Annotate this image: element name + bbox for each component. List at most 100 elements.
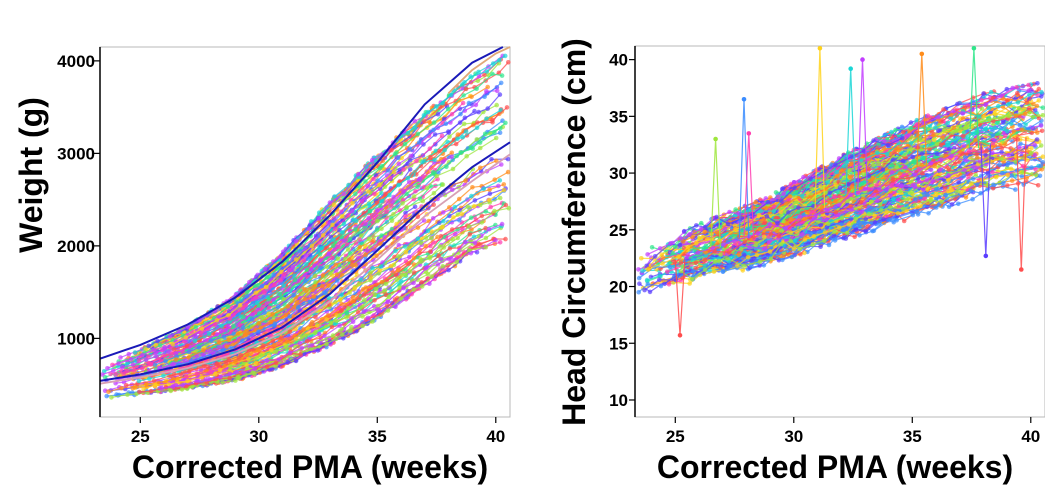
trajectory-point [430,216,436,221]
trajectory-point [407,254,412,260]
trajectory-point [956,180,961,185]
trajectory-point [391,194,396,200]
trajectory-point [292,277,298,283]
trajectory-point [285,304,291,309]
trajectory-point [277,291,283,297]
trajectory-point [157,343,163,348]
trajectory-point [385,308,391,313]
trajectory-point [400,201,405,206]
trajectory-point [159,386,165,391]
trajectory-point [298,352,303,357]
trajectory-point [396,182,401,188]
trajectory-point [440,100,446,106]
trajectory-point [478,145,483,151]
trajectory-point [186,349,192,355]
trajectory-point [360,323,365,329]
trajectory-point [463,178,468,183]
trajectory-point [468,74,474,79]
trajectory-point [100,372,105,377]
trajectory-point [461,93,466,98]
trajectory-point [369,157,375,163]
trajectory-point [445,106,451,112]
trajectory-point [446,267,451,273]
trajectory-point [270,338,276,344]
trajectory-point [349,316,354,321]
trajectory-point [287,350,293,356]
trajectory-point [497,92,503,97]
trajectory-point [171,361,176,367]
trajectory-point [330,255,335,261]
trajectory-point [425,228,431,233]
trajectory-point [376,182,382,188]
trajectory-point [427,146,433,151]
x-tick-label: 35 [368,427,387,446]
trajectory-point [284,339,290,344]
trajectory-point [281,271,287,277]
trajectory-point [649,245,655,250]
trajectory-point [111,368,116,374]
trajectory-point [366,236,372,242]
trajectory-point [380,279,385,285]
trajectory-point [498,126,503,131]
trajectory-point [439,225,445,230]
trajectory-point [411,270,417,275]
trajectory-point [140,352,145,358]
trajectory-point [302,296,308,302]
trajectory-point [375,218,380,224]
trajectory-point [325,313,331,318]
trajectory-point [499,221,505,227]
trajectory-point [450,166,456,172]
trajectory-point [434,173,440,179]
trajectory-point [482,72,487,78]
trajectory-point [405,175,411,181]
trajectory-point [273,349,279,355]
trajectory-point [375,178,381,183]
trajectory-point [396,161,402,167]
trajectory-point [201,352,206,358]
trajectory-point [346,305,351,311]
trajectory-point [194,378,199,384]
trajectory-point [290,264,296,270]
trajectory-point [256,303,262,308]
x-tick-label: 30 [249,427,268,446]
trajectory-point [312,330,318,336]
trajectory-point [287,329,293,335]
trajectory-point [412,204,418,209]
trajectory-point [486,197,492,203]
trajectory-point [217,367,223,373]
trajectory-point [448,256,454,261]
trajectory-point [324,341,329,347]
trajectory-point [320,233,326,238]
trajectory-point [285,359,291,365]
trajectory-point [163,358,168,364]
trajectory-point [474,125,480,131]
trajectory-point [391,211,396,217]
trajectory-point [353,227,358,232]
trajectory-point [309,267,314,272]
trajectory-point [262,310,267,315]
trajectory-point [170,384,176,389]
trajectory-point [373,287,379,292]
trajectory-point [475,120,480,125]
trajectory-point [401,189,406,194]
trajectory-point [371,238,376,243]
trajectory-point [203,377,209,382]
trajectory-point [253,360,259,366]
trajectory-point [403,214,408,219]
trajectory-point [363,285,369,290]
trajectory-point [120,365,125,370]
trajectory-point [474,86,479,91]
trajectory-point [340,230,346,235]
trajectory-point [241,370,246,376]
trajectory-point [291,292,296,298]
trajectory-point [193,325,199,330]
trajectory-point [420,198,426,204]
trajectory-point [199,375,204,380]
trajectory-point [227,375,232,381]
trajectory-point [482,94,487,99]
trajectory-point [362,297,367,303]
trajectory-point [402,141,408,147]
